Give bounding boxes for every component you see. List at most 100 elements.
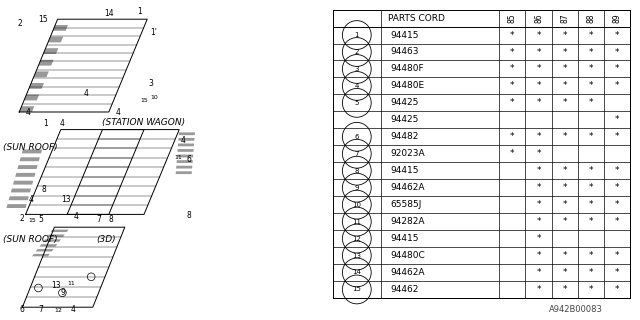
Text: *: *: [536, 268, 541, 277]
Text: 8: 8: [42, 185, 46, 194]
Polygon shape: [44, 48, 58, 54]
Text: *: *: [615, 217, 620, 226]
Text: 94415: 94415: [390, 30, 419, 40]
Text: 4: 4: [74, 212, 79, 221]
Text: *: *: [615, 166, 620, 175]
Text: 4: 4: [115, 108, 120, 117]
Text: *: *: [589, 64, 593, 74]
Text: 9: 9: [61, 288, 66, 297]
Text: A942B00083: A942B00083: [549, 305, 603, 314]
Text: 4: 4: [70, 305, 76, 314]
Text: 12: 12: [353, 236, 361, 242]
Text: 4: 4: [180, 136, 185, 145]
Text: 8: 8: [187, 211, 191, 220]
Polygon shape: [179, 132, 195, 135]
Polygon shape: [38, 60, 54, 66]
Text: 65585J: 65585J: [390, 200, 422, 209]
Text: *: *: [615, 30, 620, 40]
Text: 94480C: 94480C: [390, 251, 425, 260]
Text: *: *: [536, 47, 541, 57]
Text: (STATION WAGON): (STATION WAGON): [102, 118, 186, 127]
Text: 94480F: 94480F: [390, 64, 424, 74]
Polygon shape: [20, 157, 40, 161]
Text: 92023A: 92023A: [390, 149, 425, 158]
Polygon shape: [177, 149, 194, 152]
Text: 15: 15: [29, 218, 36, 223]
Text: *: *: [615, 64, 620, 74]
Text: *: *: [615, 251, 620, 260]
Text: *: *: [536, 251, 541, 260]
Text: *: *: [536, 98, 541, 108]
Text: *: *: [589, 132, 593, 141]
Text: *: *: [589, 166, 593, 175]
Text: *: *: [563, 200, 567, 209]
Polygon shape: [29, 83, 44, 89]
Text: *: *: [510, 81, 515, 91]
Polygon shape: [176, 166, 193, 169]
Polygon shape: [47, 235, 65, 237]
Text: 87: 87: [560, 13, 570, 23]
Text: 94482: 94482: [390, 132, 419, 141]
Text: *: *: [563, 268, 567, 277]
Text: *: *: [589, 183, 593, 192]
Text: *: *: [536, 166, 541, 175]
Text: *: *: [563, 81, 567, 91]
Text: *: *: [615, 81, 620, 91]
Text: 2: 2: [355, 49, 359, 55]
Text: 11: 11: [174, 155, 182, 160]
Text: 1: 1: [138, 7, 142, 16]
Text: 86: 86: [534, 13, 543, 23]
Text: 4: 4: [26, 108, 31, 117]
Text: 5: 5: [355, 100, 359, 106]
Text: 4: 4: [355, 83, 359, 89]
Polygon shape: [15, 173, 35, 177]
Polygon shape: [6, 204, 27, 208]
Text: *: *: [536, 183, 541, 192]
Text: *: *: [510, 149, 515, 158]
Text: *: *: [510, 98, 515, 108]
Text: PARTS CORD: PARTS CORD: [388, 13, 444, 23]
Text: *: *: [536, 200, 541, 209]
Text: 85: 85: [508, 13, 517, 23]
Text: 7: 7: [38, 305, 44, 314]
Text: 12: 12: [54, 308, 62, 313]
Text: 6: 6: [187, 155, 191, 164]
Text: 4: 4: [29, 195, 34, 204]
Text: 8: 8: [355, 168, 359, 174]
Text: *: *: [563, 47, 567, 57]
Text: 10: 10: [352, 202, 362, 208]
Text: 94463: 94463: [390, 47, 419, 57]
Polygon shape: [177, 160, 193, 163]
Polygon shape: [17, 165, 38, 169]
Text: 13: 13: [61, 195, 70, 204]
Text: *: *: [589, 47, 593, 57]
Text: *: *: [563, 251, 567, 260]
Text: 14: 14: [353, 269, 361, 276]
Text: *: *: [563, 30, 567, 40]
Text: *: *: [589, 285, 593, 294]
Text: 2: 2: [18, 19, 22, 28]
Text: 10: 10: [150, 95, 158, 100]
Text: *: *: [536, 132, 541, 141]
Text: *: *: [615, 47, 620, 57]
Text: 13: 13: [51, 281, 61, 290]
Text: *: *: [615, 115, 620, 124]
Polygon shape: [179, 138, 195, 141]
Text: 94480E: 94480E: [390, 81, 424, 91]
Text: 89: 89: [612, 13, 622, 23]
Text: (3D): (3D): [96, 235, 116, 244]
Text: *: *: [589, 268, 593, 277]
Text: *: *: [615, 268, 620, 277]
Text: 7: 7: [96, 215, 101, 224]
Text: *: *: [589, 81, 593, 91]
Text: *: *: [589, 98, 593, 108]
Text: *: *: [536, 285, 541, 294]
Text: (SUN ROOF): (SUN ROOF): [3, 143, 58, 152]
Polygon shape: [51, 230, 68, 232]
Text: 4: 4: [83, 89, 88, 98]
Text: 94462A: 94462A: [390, 183, 425, 192]
Text: 1': 1': [150, 28, 157, 36]
Text: *: *: [589, 30, 593, 40]
Text: 3: 3: [355, 66, 359, 72]
Text: 15: 15: [38, 15, 48, 24]
